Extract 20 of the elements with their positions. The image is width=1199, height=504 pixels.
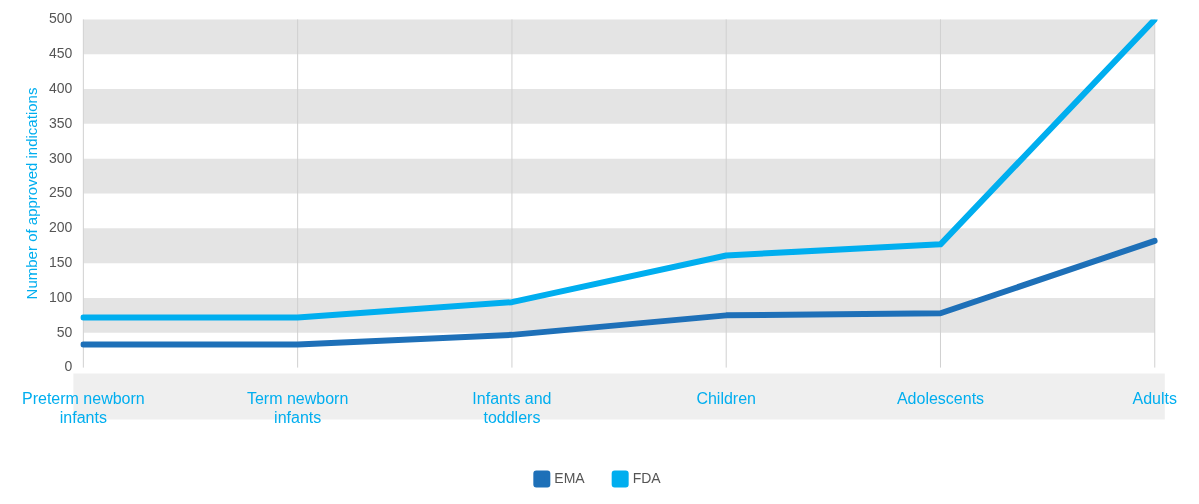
y-axis-title: Number of approved indications (23, 87, 41, 300)
y-tick-label: 400 (49, 79, 73, 96)
x-tick-label: Term newborn infants (246, 389, 349, 426)
y-tick-label: 100 (49, 288, 73, 305)
x-tick-label: Adolescents (896, 389, 985, 407)
y-tick-label: 0 (64, 358, 73, 375)
legend-label: EMA (554, 469, 586, 486)
x-tick-label: Children (696, 389, 756, 407)
legend-label: FDA (632, 469, 662, 486)
y-tick-label: 50 (56, 323, 73, 340)
x-tick-label: Infants and toddlers (472, 389, 552, 426)
y-tick-label: 200 (49, 219, 73, 236)
x-tick-label: Adults (1132, 389, 1177, 407)
y-tick-label: 300 (49, 149, 73, 166)
y-tick-label: 350 (49, 114, 73, 131)
y-tick-label: 150 (49, 254, 73, 270)
y-tick-label: 250 (49, 184, 73, 201)
y-tick-label: 500 (49, 10, 73, 27)
x-tick-label: Preterm newborn infants (22, 389, 145, 426)
y-tick-label: 450 (49, 45, 73, 62)
